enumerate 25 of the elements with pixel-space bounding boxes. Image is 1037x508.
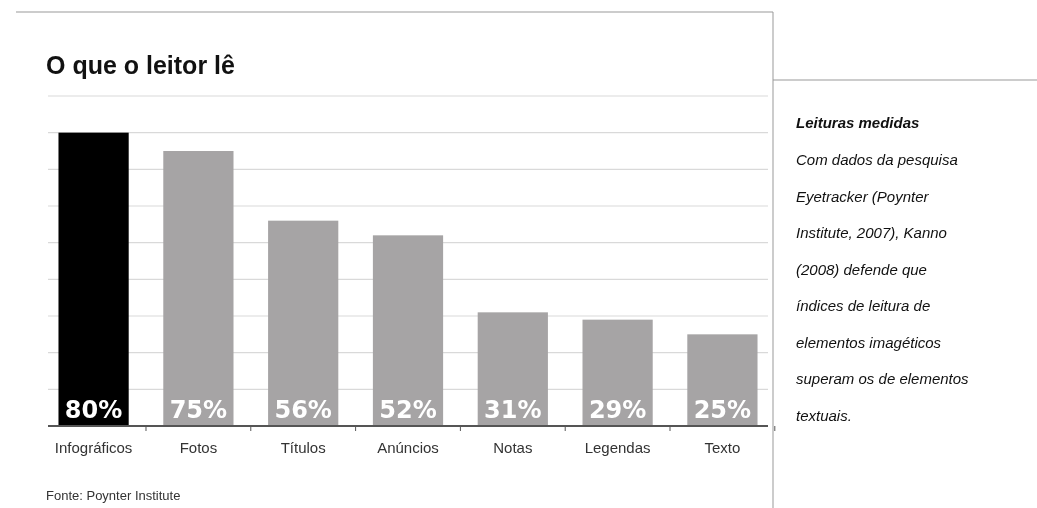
- bar: [268, 220, 339, 426]
- data-label: 56%: [274, 396, 332, 424]
- x-tick-label: Anúncios: [377, 439, 439, 456]
- bar: [582, 319, 653, 426]
- chart-title: O que o leitor lê: [46, 51, 236, 79]
- data-label: 52%: [379, 396, 437, 424]
- bar: [372, 235, 444, 426]
- text: Leituras medidas: [796, 114, 920, 131]
- data-label: 80%: [64, 396, 123, 424]
- data-label: 75%: [169, 396, 228, 424]
- bar: [58, 132, 129, 426]
- x-tick-label: Fotos: [179, 439, 218, 456]
- text: Com dados da pesquisa Eyetracker (Poynter Institute, 2007), Kanno (2008) defende que índices de leitura de elementos imagéticos superam os de elementos textuais.: [796, 151, 969, 424]
- x-tick-label: Legendas: [584, 439, 651, 456]
- data-label: 29%: [588, 396, 647, 424]
- x-tick-label: Texto: [704, 439, 741, 456]
- bar: [163, 151, 234, 426]
- bar: [477, 312, 548, 426]
- x-tick-label: Infográficos: [54, 439, 133, 456]
- bar: [687, 334, 758, 426]
- x-tick-label: Títulos: [280, 439, 326, 456]
- data-label: 31%: [484, 396, 542, 424]
- source-note: Fonte: Poynter Institute: [46, 488, 181, 503]
- x-tick-label: Notas: [493, 439, 533, 456]
- data-label: 25%: [693, 396, 752, 424]
